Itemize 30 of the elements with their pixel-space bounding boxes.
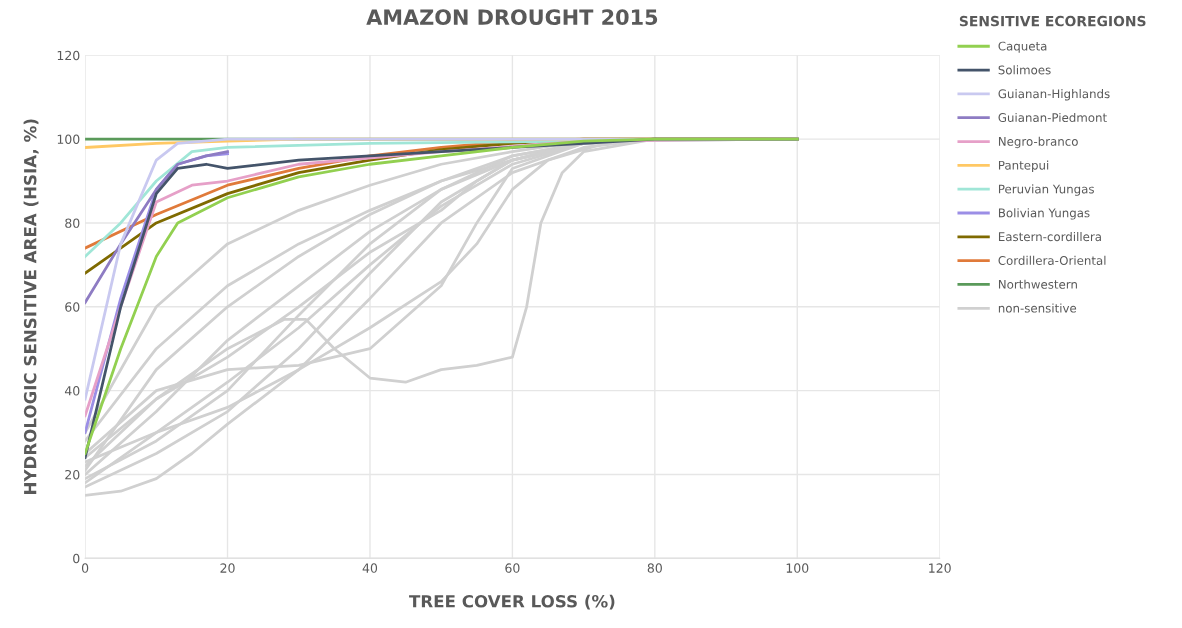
- legend-label: Guianan-Highlands: [998, 89, 1110, 101]
- x-tick-label: 80: [647, 563, 662, 573]
- legend-label: Northwestern: [998, 279, 1077, 289]
- x-tick-label: 100: [786, 563, 809, 573]
- legend-label: Caqueta: [998, 41, 1047, 53]
- legend-label: non-sensitive: [998, 303, 1077, 313]
- legend-label: Bolivian Yungas: [998, 208, 1090, 220]
- x-axis-title: TREE COVER LOSS (%): [409, 594, 615, 610]
- chart-title: AMAZON DROUGHT 2015: [366, 9, 658, 25]
- x-tick-label: 60: [505, 563, 520, 573]
- legend-label: Pantepui: [998, 160, 1049, 172]
- legend-label: Peruvian Yungas: [998, 184, 1094, 196]
- x-tick-label: 40: [362, 563, 378, 573]
- x-tick-label: 120: [929, 563, 951, 573]
- y-tick-label: 80: [65, 218, 80, 228]
- y-tick-label: 120: [57, 50, 80, 61]
- y-tick-label: 100: [57, 134, 80, 145]
- x-tick-label: 20: [220, 563, 235, 573]
- y-axis-title: HYDROLOGIC SENSITIVE AREA (HSIA, %): [23, 119, 39, 494]
- legend-label: Negro-branco: [998, 136, 1078, 149]
- x-tick-label: 0: [81, 563, 89, 573]
- legend-label: Guianan-Piedmont: [998, 112, 1107, 123]
- legend-label: Eastern-cordillera: [998, 232, 1101, 242]
- y-tick-label: 0: [73, 553, 80, 564]
- legend-label: Cordillera-Oriental: [998, 255, 1106, 265]
- legend-title: SENSITIVE ECOREGIONS: [959, 15, 1146, 27]
- y-tick-label: 40: [64, 386, 80, 396]
- legend-label: Solimoes: [998, 65, 1051, 75]
- y-tick-label: 20: [65, 469, 80, 480]
- y-tick-label: 60: [65, 302, 80, 312]
